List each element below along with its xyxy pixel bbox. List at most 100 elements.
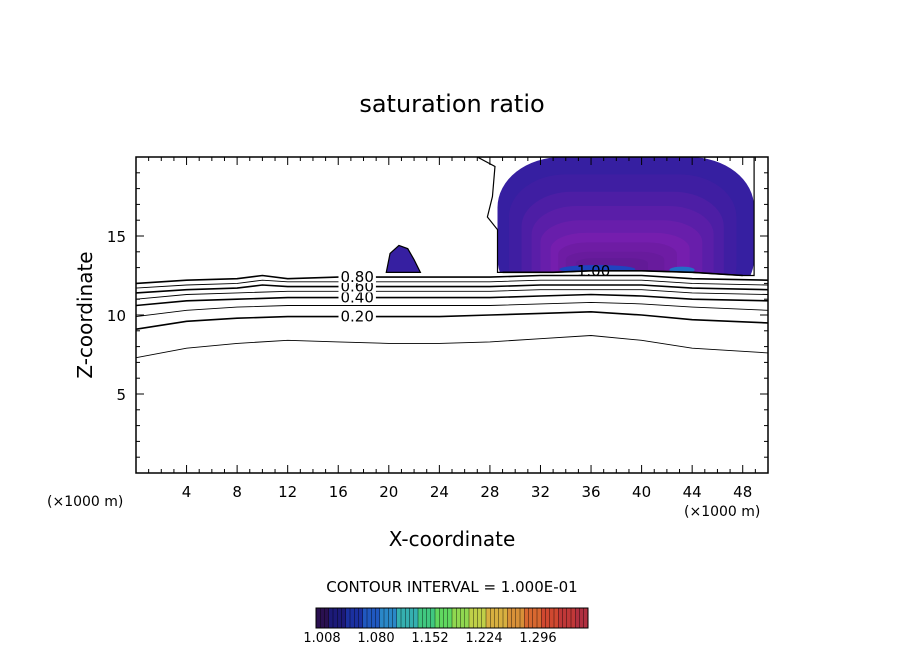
y-tick-label: 5 — [116, 386, 126, 404]
colorbar-cell — [371, 608, 376, 628]
colorbar-tick-label: 1.152 — [411, 631, 448, 646]
contour-label-bg-0.80 — [338, 271, 376, 284]
x-unit-right: (×1000 m) — [684, 504, 760, 520]
colorbar-cell — [375, 608, 381, 628]
colorbar-cell — [494, 608, 500, 628]
colorbar-cell — [575, 608, 580, 628]
colorbar-cell — [452, 608, 457, 628]
colorbar-cell — [515, 608, 521, 628]
colorbar-cell — [537, 608, 542, 628]
colorbar-cell — [439, 608, 444, 628]
x-tick-label: 36 — [581, 483, 600, 501]
contour-line-0.60 — [136, 284, 768, 294]
colorbar-cell — [541, 608, 546, 628]
colorbar-cell — [354, 608, 359, 628]
colorbar-cell — [337, 608, 342, 628]
x-tick-label: 32 — [531, 483, 550, 501]
colorbar-cell — [418, 608, 423, 628]
colorbar-cell — [333, 608, 338, 628]
contour-label-bg-0.40 — [338, 291, 376, 304]
colorbar-cell — [392, 608, 398, 628]
x-axis-ticks: 4 8 12 16 20 24 28 32 36 40 44 48 — [135, 157, 769, 501]
y-axis-ticks: 5 10 15 — [107, 156, 768, 474]
colorbar-cell — [367, 608, 372, 628]
contour-line-0.10 — [136, 335, 768, 359]
contour-label-0.40: 0.40 — [340, 289, 373, 307]
colorbar-tick-label: 1.296 — [519, 631, 556, 646]
colorbar-cell — [473, 608, 478, 628]
colorbar-cell — [320, 608, 325, 628]
colorbar-cell — [481, 608, 487, 628]
y-axis-label: Z-coordinate — [73, 251, 97, 378]
colorbar-labels: 1.008 1.080 1.152 1.224 1.296 — [303, 631, 556, 646]
colorbar-cell — [345, 608, 351, 628]
colorbar-cell — [379, 608, 385, 628]
chart-title: saturation ratio — [359, 90, 544, 118]
y-tick-label: 10 — [107, 307, 126, 325]
colorbar-cell — [405, 608, 410, 628]
colorbar-cell — [554, 608, 559, 628]
colorbar-cell — [545, 608, 551, 628]
colorbar-cell — [358, 608, 364, 628]
colorbar-cell — [401, 608, 406, 628]
colorbar-cell — [350, 608, 355, 628]
x-axis-label: X-coordinate — [389, 527, 516, 551]
colorbar-cell — [549, 608, 555, 628]
colorbar-cell — [528, 608, 534, 628]
colorbar-cell — [532, 608, 538, 628]
colorbar-cell — [447, 608, 453, 628]
colorbar-cell — [511, 608, 517, 628]
contour-label-0.20: 0.20 — [340, 308, 373, 326]
colorbar-cell — [498, 608, 504, 628]
colorbar-cell — [409, 608, 415, 628]
colorbar-cell — [507, 608, 512, 628]
colorbar — [315, 607, 589, 629]
colorbar-cell — [430, 608, 436, 628]
colorbar-cell — [384, 608, 389, 628]
colorbar-frame — [315, 607, 589, 629]
colorbar-cell — [469, 608, 474, 628]
colorbar-cell — [566, 608, 572, 628]
contour-label-bg-0.20 — [338, 310, 376, 323]
colorbar-cell — [435, 608, 440, 628]
colorbar-cell — [316, 608, 321, 628]
colorbar-cell — [562, 608, 568, 628]
x-unit-left: (×1000 m) — [47, 494, 123, 510]
colorbar-cell — [362, 608, 368, 628]
contour-label-bg-0.60 — [338, 280, 376, 293]
contour-line-0.20 — [136, 310, 768, 330]
colorbar-cell — [460, 608, 466, 628]
colorbar-cell — [579, 608, 585, 628]
colorbar-tick-label: 1.224 — [465, 631, 502, 646]
colorbar-cell — [503, 608, 508, 628]
filled-region-main — [497, 157, 755, 276]
contour-line-0.40 — [136, 293, 768, 307]
contour-line-0.80 — [136, 274, 768, 285]
x-tick-label: 24 — [430, 483, 449, 501]
colorbar-cell — [422, 608, 427, 628]
contour-line-0.50 — [136, 289, 768, 300]
colorbar-cell — [477, 608, 483, 628]
colorbar-cell — [328, 608, 334, 628]
colorbar-tick-label: 1.080 — [357, 631, 394, 646]
x-tick-label: 12 — [278, 483, 297, 501]
x-tick-label: 44 — [683, 483, 702, 501]
x-tick-label: 48 — [733, 483, 752, 501]
contour-labels: 0.200.400.600.80 1.00 — [338, 262, 610, 326]
colorbar-cell — [324, 608, 330, 628]
colorbar-cell — [388, 608, 393, 628]
colorbar-cell — [524, 608, 529, 628]
x-tick-label: 4 — [182, 483, 192, 501]
colorbar-cell — [413, 608, 419, 628]
colorbar-cell — [558, 608, 563, 628]
colorbar-cell — [571, 608, 576, 628]
colorbar-cell — [583, 608, 589, 628]
contour-lines — [136, 270, 768, 359]
colorbar-cell — [486, 608, 491, 628]
colorbar-cell — [396, 608, 402, 628]
x-tick-label: 8 — [232, 483, 242, 501]
colorbar-cell — [456, 608, 461, 628]
region-outline-small — [385, 244, 422, 273]
contour-line-0.70 — [136, 279, 768, 289]
